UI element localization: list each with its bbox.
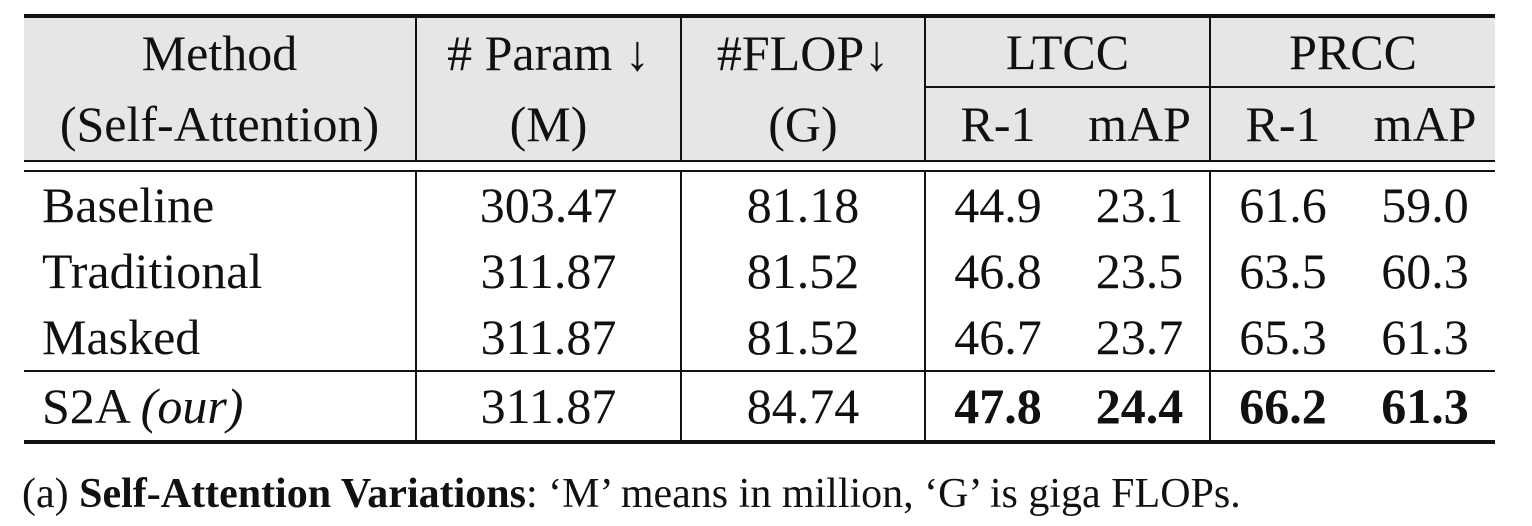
row-method: Baseline — [42, 177, 215, 233]
header-row-2: (Self-Attention) (M) (G) R-1 mAP R-1 mAP — [24, 86, 1496, 161]
row-prcc-r1-best: 66.2 — [1209, 371, 1356, 442]
caption-prefix: (a) — [22, 471, 69, 517]
row-method-note: (our) — [140, 378, 244, 434]
header-ltcc: LTCC — [923, 16, 1211, 87]
row-method: Masked — [42, 309, 201, 365]
row-flop: 81.52 — [680, 238, 925, 304]
row-prcc-map: 59.0 — [1381, 177, 1469, 233]
row-prcc-map: 61.3 — [1381, 309, 1469, 365]
header-prcc-map: mAP — [1355, 86, 1496, 161]
header-flop: #FLOP↓ — [680, 16, 925, 87]
header-param: # Param ↓ — [415, 16, 681, 87]
row-ltcc-r1: 46.7 — [924, 304, 1070, 371]
header-param-unit: (M) — [415, 87, 681, 161]
row-ltcc-map: 23.5 — [1095, 243, 1184, 299]
row-flop: 81.18 — [680, 171, 925, 238]
caption-rest: : ‘M’ means in million, ‘G’ is giga FLOP… — [525, 471, 1241, 517]
row-ltcc-map: 23.7 — [1095, 309, 1184, 365]
table-caption: (a) Self-Attention Variations: ‘M’ means… — [22, 470, 1241, 518]
header-prcc: PRCC — [1209, 16, 1496, 87]
row-ltcc-map: 23.1 — [1095, 177, 1184, 233]
row-param: 311.87 — [415, 304, 681, 371]
row-prcc-map: 60.3 — [1381, 243, 1469, 299]
row-param: 311.87 — [415, 238, 681, 304]
row-prcc-map-best: 61.3 — [1381, 378, 1469, 434]
row-method-name: S2A — [42, 378, 129, 434]
header-prcc-r1: R-1 — [1209, 86, 1356, 161]
header-method: Method — [141, 24, 298, 81]
header-row-1: Method # Param ↓ #FLOP↓ LTCC PRCC — [24, 16, 1496, 87]
table-row: Masked 311.87 81.52 46.7 23.7 65.3 61.3 — [24, 304, 1495, 371]
table-row: Traditional 311.87 81.52 46.8 23.5 63.5 … — [24, 238, 1495, 304]
table-row-ours: S2A (our) 311.87 84.74 47.8 24.4 66.2 61… — [24, 371, 1496, 442]
row-param: 311.87 — [415, 371, 681, 442]
row-ltcc-r1: 46.8 — [924, 238, 1070, 304]
row-ltcc-r1: 44.9 — [924, 171, 1070, 238]
row-method: Traditional — [42, 243, 263, 299]
row-param: 303.47 — [415, 171, 681, 238]
row-flop: 81.52 — [680, 304, 925, 371]
row-prcc-r1: 65.3 — [1209, 304, 1356, 371]
caption-bold: Self-Attention Variations — [79, 471, 526, 517]
header-gap — [24, 161, 1496, 171]
header-method-sub: (Self-Attention) — [59, 95, 380, 152]
table-row: Baseline 303.47 81.18 44.9 23.1 61.6 59.… — [24, 171, 1496, 238]
row-ltcc-map-best: 24.4 — [1095, 378, 1184, 434]
header-flop-unit: (G) — [680, 87, 925, 161]
results-table: Method # Param ↓ #FLOP↓ LTCC PRCC (Self-… — [24, 14, 1496, 444]
row-ltcc-r1-best: 47.8 — [924, 371, 1070, 442]
row-prcc-r1: 63.5 — [1209, 238, 1356, 304]
row-prcc-r1: 61.6 — [1209, 171, 1356, 238]
header-ltcc-r1: R-1 — [924, 86, 1070, 161]
header-ltcc-map: mAP — [1070, 86, 1211, 161]
row-flop: 84.74 — [680, 371, 925, 442]
row-method-ours: S2A (our) — [24, 371, 416, 442]
